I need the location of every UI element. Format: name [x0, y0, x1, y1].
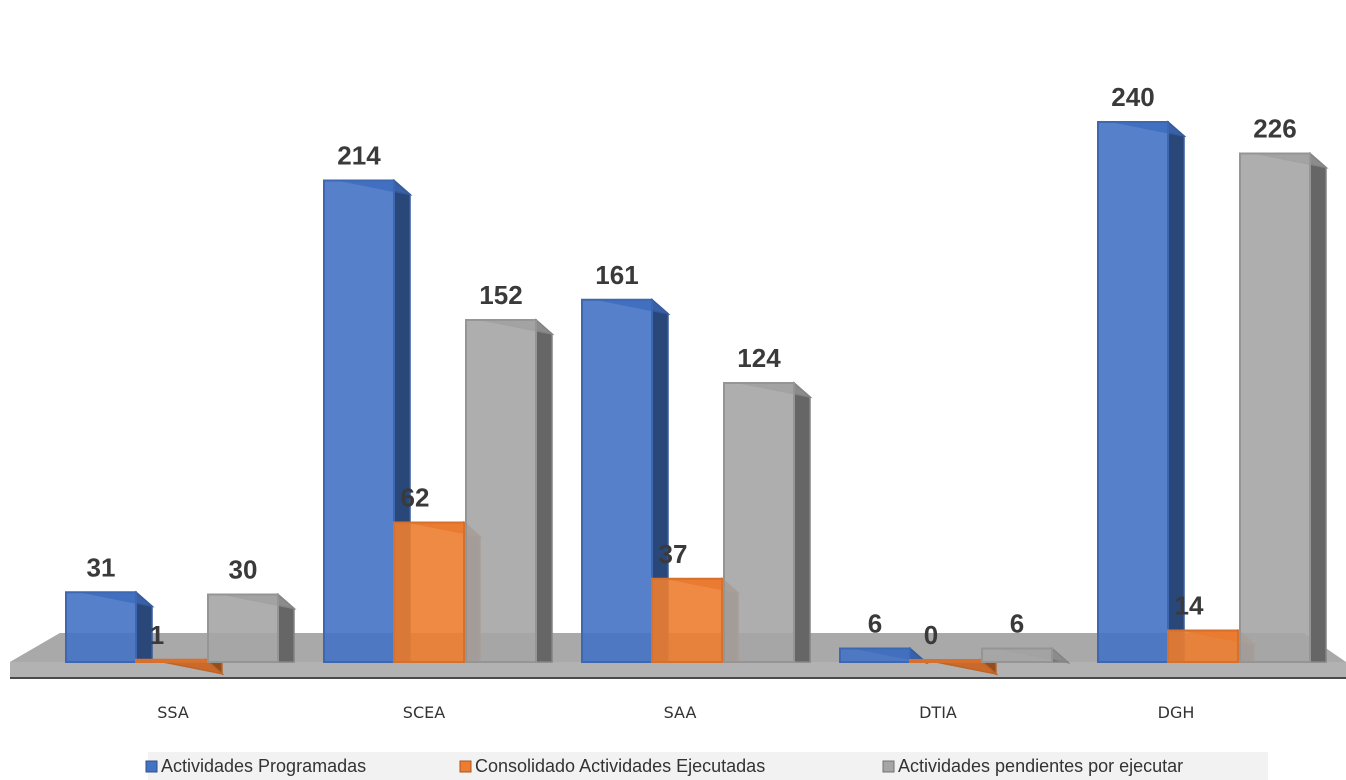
category-label-dgh: DGH	[1158, 703, 1195, 722]
data-label-dgh-series-2: 14	[1175, 591, 1204, 621]
legend-item-1: Actividades Programadas	[145, 756, 366, 776]
category-label-ssa: SSA	[157, 703, 189, 722]
data-label-ssa-series-2: 1	[150, 620, 164, 650]
data-label-dgh-series-3: 226	[1253, 114, 1296, 144]
legend-swatch	[459, 760, 472, 773]
bar-ssa-series-3	[207, 592, 297, 663]
data-label-saa-series-1: 161	[595, 260, 638, 290]
data-label-dtia-series-2: 0	[924, 620, 938, 650]
data-label-saa-series-2: 37	[659, 539, 688, 569]
data-label-scea-series-3: 152	[479, 280, 522, 310]
category-axis-labels: SSA SCEA SAA DTIA DGH	[157, 703, 1194, 722]
data-label-scea-series-1: 214	[337, 141, 381, 171]
bar-dgh-series-3	[1239, 151, 1329, 663]
data-label-dgh-series-1: 240	[1111, 82, 1154, 112]
legend-label: Actividades Programadas	[161, 756, 366, 776]
category-label-saa: SAA	[664, 703, 697, 722]
bar-dtia-series-1	[839, 646, 929, 665]
legend: Actividades Programadas Consolidado Activ…	[145, 752, 1268, 780]
category-label-dtia: DTIA	[919, 703, 957, 722]
data-label-ssa-series-1: 31	[87, 552, 116, 582]
bar-dgh-series-1	[1097, 120, 1187, 663]
legend-label: Consolidado Actividades Ejecutadas	[475, 756, 765, 776]
bars-layer	[65, 120, 1329, 676]
bar-ssa-series-2	[135, 658, 225, 676]
bar-dtia-series-3	[981, 646, 1071, 665]
legend-swatch	[145, 760, 158, 773]
bar-dtia-series-2	[909, 658, 999, 676]
legend-label: Actividades pendientes por ejecutar	[898, 756, 1183, 776]
bar-scea-series-3	[465, 318, 555, 663]
data-label-ssa-series-3: 30	[229, 555, 258, 585]
legend-swatch	[882, 760, 895, 773]
bar-saa-series-1	[581, 298, 671, 663]
bar-scea-series-1	[323, 178, 413, 663]
bar-saa-series-3	[723, 381, 813, 663]
category-label-scea: SCEA	[403, 703, 445, 722]
data-label-dtia-series-1: 6	[868, 609, 882, 639]
legend-item-2: Consolidado Actividades Ejecutadas	[459, 756, 765, 776]
data-label-saa-series-3: 124	[737, 343, 781, 373]
data-labels-layer: 31 1 30 214 62 152 161 37 124 6 0 6 240 14 226	[87, 82, 1297, 650]
bar-ssa-series-1	[65, 590, 155, 663]
legend-item-3: Actividades pendientes por ejecutar	[882, 756, 1183, 776]
legend-background	[148, 752, 1268, 780]
data-label-dtia-series-3: 6	[1010, 609, 1024, 639]
data-label-scea-series-2: 62	[401, 483, 430, 513]
